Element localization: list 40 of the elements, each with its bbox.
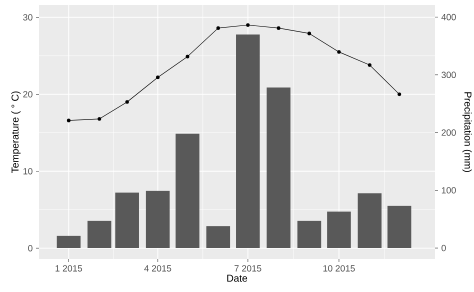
- bar: [146, 190, 170, 248]
- x-tick-label: 4 2015: [144, 265, 172, 272]
- bar: [358, 193, 382, 248]
- point: [307, 32, 312, 36]
- point: [186, 54, 190, 58]
- y-tick-label: 0: [28, 245, 32, 252]
- point: [368, 63, 372, 67]
- y-axis-title: Temperature ( ° C): [11, 91, 21, 173]
- bar: [327, 212, 351, 248]
- y2-tick-label: 0: [442, 244, 446, 252]
- point: [125, 100, 129, 104]
- point: [398, 92, 402, 96]
- x-tick-label: 10 2015: [323, 265, 355, 272]
- point: [246, 23, 250, 27]
- point: [66, 118, 71, 122]
- point: [156, 76, 160, 80]
- bar: [115, 192, 139, 248]
- bar: [176, 134, 200, 248]
- x-tick-label: 7 2015: [234, 265, 262, 272]
- y2-tick-label: 200: [442, 129, 456, 136]
- y2-tick-label: 100: [442, 187, 456, 194]
- point: [276, 26, 280, 30]
- y-tick-label: 10: [23, 168, 32, 174]
- y-tick-label: 30: [23, 14, 32, 21]
- x-axis-title: Date: [227, 274, 248, 282]
- y-tick-label: 20: [23, 91, 32, 98]
- bar: [56, 236, 81, 248]
- point: [216, 26, 220, 30]
- bar: [297, 220, 322, 248]
- y2-tick-label: 400: [441, 14, 456, 20]
- x-tick-label: 1 2015: [56, 265, 82, 272]
- y2-axis-title: Precipitation (mm): [462, 92, 472, 172]
- bar: [206, 226, 230, 248]
- bar: [236, 34, 260, 248]
- bar: [266, 88, 290, 248]
- y2-tick-label: 300: [442, 72, 456, 78]
- point: [337, 50, 341, 54]
- point: [98, 117, 102, 121]
- bar: [387, 206, 412, 248]
- bar: [88, 220, 112, 248]
